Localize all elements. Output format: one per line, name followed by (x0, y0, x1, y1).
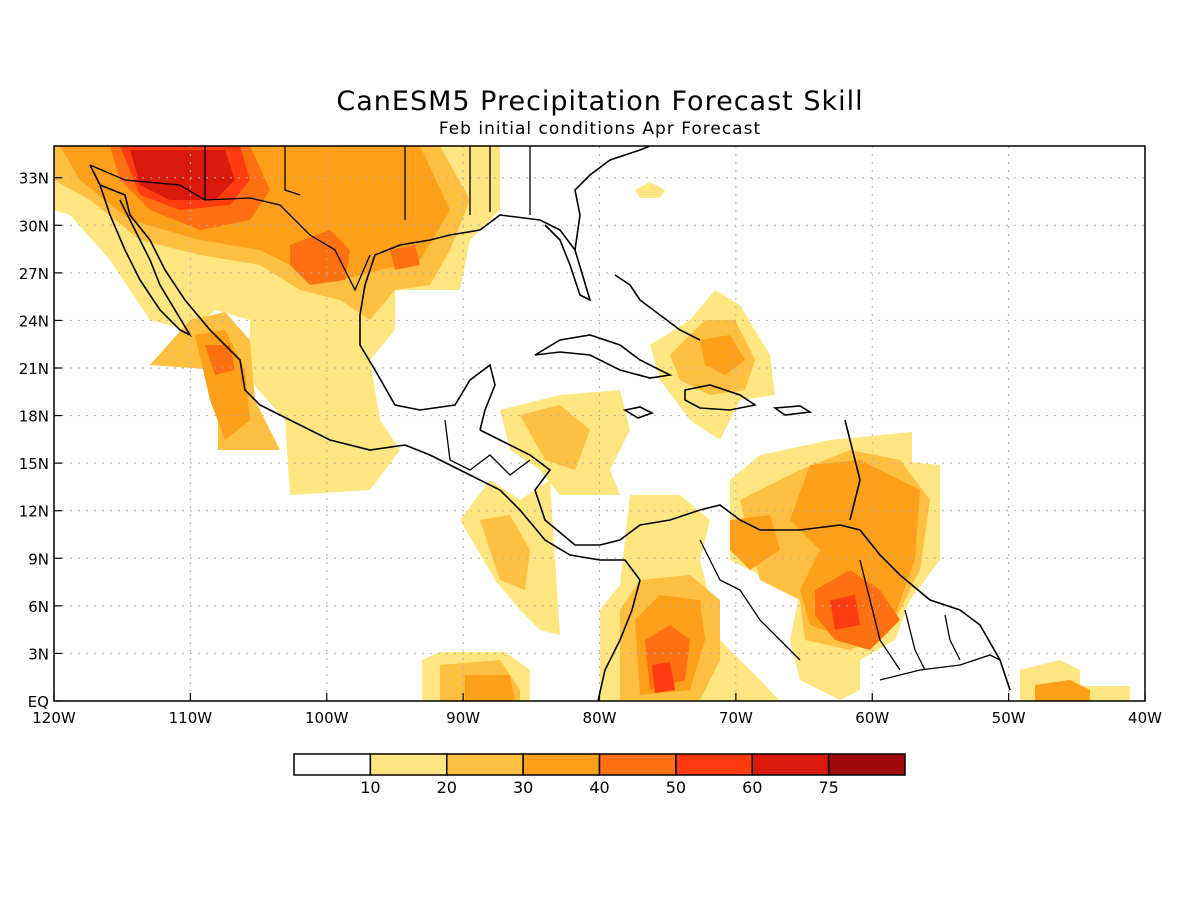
legend-swatch (522, 753, 601, 776)
lon-label: 120W (32, 709, 76, 727)
coast-central-america-caribbean (479, 429, 621, 546)
skill-region-galapagos-3 (465, 675, 515, 701)
skill-region-guianas-5 (830, 595, 860, 630)
lat-label: 27N (19, 265, 49, 283)
island-cuba (534, 334, 673, 379)
bahamas (614, 274, 701, 341)
lon-label: 70W (719, 709, 753, 727)
coast-s-america-pacific (597, 579, 641, 701)
lon-label: 40W (1128, 709, 1162, 727)
skill-region-caribbean-2 (520, 405, 590, 470)
skill-region-w-mexico-3 (205, 345, 235, 375)
skill-region-sw-us-6 (130, 150, 235, 200)
skill-region-gulf-coast (390, 245, 420, 270)
map-title: CanESM5 Precipitation Forecast Skill (336, 86, 864, 117)
legend-swatch (675, 753, 753, 776)
map-grid (54, 146, 1145, 701)
lat-label: 6N (28, 598, 49, 616)
skill-shading (54, 146, 1130, 701)
skill-region-venezuela (730, 515, 780, 570)
legend-swatch (598, 753, 677, 776)
border-guyana-suriname (904, 609, 926, 671)
legend-swatch (827, 753, 906, 776)
legend-swatch (446, 753, 524, 776)
lat-label: 24N (19, 312, 49, 330)
border-colombia-venezuela (699, 539, 801, 661)
skill-region-atlantic (635, 182, 665, 198)
coast-s-america-north (619, 504, 1011, 691)
legend-label: 75 (818, 778, 838, 797)
island-puerto-rico (772, 405, 813, 416)
skill-region-antilles-3 (700, 335, 745, 375)
coast-baja (99, 184, 193, 337)
lon-label: 80W (583, 709, 617, 727)
legend-label: 10 (360, 778, 380, 797)
lat-label: 12N (19, 503, 49, 521)
border-brazil-north (879, 654, 1001, 681)
skill-region-texas (290, 230, 350, 285)
coast-central-america-pacific (404, 444, 641, 581)
border-venezuela-guyana (859, 559, 901, 671)
lat-label: 3N (28, 645, 49, 663)
lat-label: 15N (19, 455, 49, 473)
lon-label: 50W (992, 709, 1026, 727)
lat-label: 21N (19, 360, 49, 378)
skill-region-colombia-5 (652, 662, 675, 693)
coastlines (89, 146, 1011, 701)
map-subtitle: Feb initial conditions Apr Forecast (438, 119, 762, 139)
lon-label: 110W (169, 709, 213, 727)
coast-pacific-mexico (89, 164, 406, 451)
legend-swatch (369, 753, 448, 776)
longitude-axis: 120W 110W 100W 90W 80W 70W 60W 50W 40W (32, 693, 1162, 727)
lat-label: 30N (19, 217, 49, 235)
legend-label: 20 (437, 778, 457, 797)
lon-label: 90W (446, 709, 480, 727)
lat-label: EQ (28, 693, 49, 711)
skill-region-brazil-2 (1035, 680, 1090, 701)
border-suriname-fg (944, 614, 961, 661)
lon-label: 100W (305, 709, 349, 727)
latitude-axis: 33N 30N 27N 24N 21N 18N 15N 12N 9N 6N 3N EQ (19, 170, 62, 711)
legend-swatch (751, 753, 830, 776)
lat-label: 9N (28, 550, 49, 568)
legend-label: 50 (666, 778, 686, 797)
island-hispaniola (684, 384, 758, 411)
legend-label: 60 (742, 778, 762, 797)
coast-gulf-mexico (359, 234, 496, 431)
legend-label: 30 (513, 778, 533, 797)
lon-label: 60W (855, 709, 889, 727)
legend-label: 40 (589, 778, 609, 797)
lat-label: 33N (19, 170, 49, 188)
lesser-antilles (844, 419, 861, 521)
lat-label: 18N (19, 408, 49, 426)
color-legend: 10 20 30 40 50 60 75 (293, 753, 906, 797)
island-jamaica (622, 406, 655, 419)
border-us-states-2 (284, 146, 301, 196)
border-c-america (444, 419, 531, 476)
border-us-mexico (89, 164, 371, 292)
skill-region-w-mexico-2 (195, 330, 250, 440)
borders (89, 146, 1001, 681)
legend-swatch (293, 753, 372, 776)
coast-us-atlantic (574, 146, 651, 251)
skill-region-c-america-2 (480, 515, 530, 590)
